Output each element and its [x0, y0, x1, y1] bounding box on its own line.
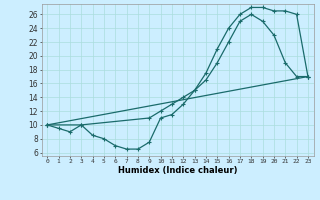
X-axis label: Humidex (Indice chaleur): Humidex (Indice chaleur) [118, 166, 237, 175]
